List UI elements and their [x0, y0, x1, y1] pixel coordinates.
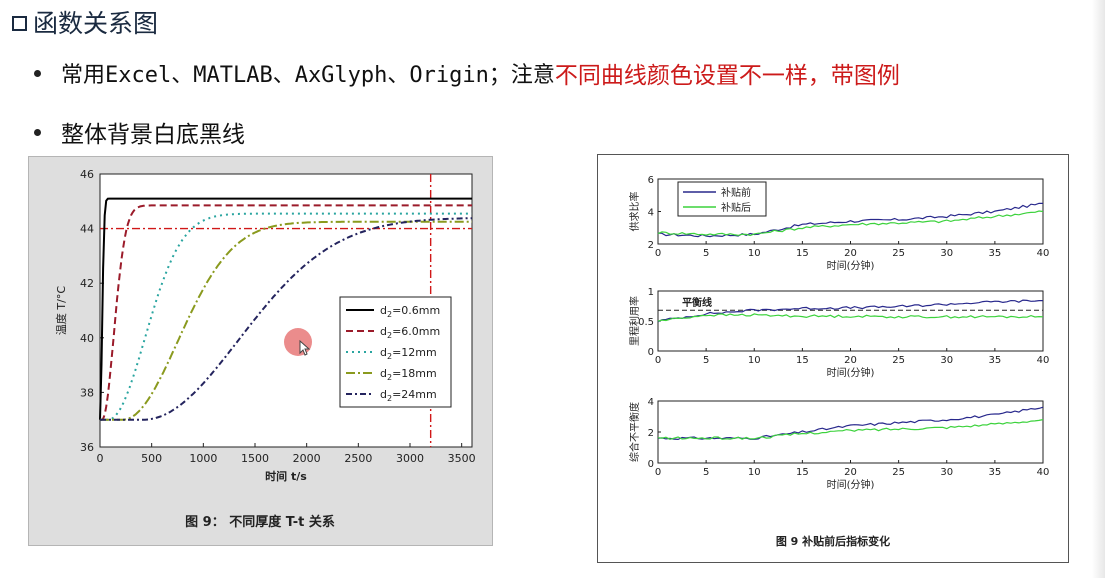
- x-tick-label: 15: [796, 467, 809, 478]
- temperature-chart-svg: 0 500 1000 1500 2000 2500 3000 3500 36 38 40 42 44 46…: [54, 168, 476, 530]
- y-axis-label: 温度 T/°C: [54, 286, 68, 335]
- bullet-text-normal: 常用Excel、MATLAB、AxGlyph、Origin；注意: [61, 63, 555, 88]
- cursor-overlay: [284, 328, 312, 356]
- slide-title: 函数关系图: [12, 4, 158, 40]
- series-line: [657, 210, 1044, 237]
- x-tick-label: 20: [844, 355, 857, 366]
- x-tick-label: 35: [989, 248, 1002, 259]
- y-tick-label: 0: [648, 347, 654, 358]
- legend-box: [677, 181, 767, 217]
- legend-entry: d2=24mm: [380, 388, 437, 403]
- x-tick-label: 30: [940, 467, 953, 478]
- x-axis-label: 时间(分钟): [827, 478, 875, 491]
- x-tick-label: 5: [703, 467, 709, 478]
- figure-subsidy-indicators: 0 5 10 15 20 25 30 35 40 2 4 6 时间(分钟) 供求比率 补贴前 补贴后 0 5 10 1…: [597, 154, 1069, 563]
- figure-temperature-time: 0 500 1000 1500 2000 2500 3000 3500 36 38 40 42 44 46…: [28, 156, 493, 546]
- x-tick-label: 2000: [293, 452, 321, 465]
- bullet-dot-icon: [34, 128, 41, 136]
- y-tick-label: 46: [80, 168, 94, 181]
- x-tick-label: 0: [655, 248, 661, 259]
- series-line: [100, 217, 472, 421]
- x-tick-label: 3000: [396, 452, 424, 465]
- series-line: [657, 313, 1044, 322]
- x-tick-label: 10: [748, 467, 761, 478]
- y-tick-label: 4: [648, 397, 654, 408]
- x-tick-label: 1500: [241, 452, 269, 465]
- x-tick-label: 10: [748, 355, 761, 366]
- y-tick-label: 6: [648, 175, 654, 186]
- x-tick-label: 15: [796, 248, 809, 259]
- panel-plot-area: [657, 400, 1044, 464]
- x-tick-label: 2500: [344, 452, 372, 465]
- y-axis-label: 供求比率: [628, 192, 641, 232]
- legend-entry: d2=0.6mm: [380, 304, 440, 319]
- panel-plot-area: [657, 290, 1044, 352]
- x-tick-label: 500: [141, 452, 162, 465]
- x-tick-label: 25: [892, 467, 905, 478]
- x-tick-label: 0: [655, 355, 661, 366]
- bullet-item-tools: 常用Excel、MATLAB、AxGlyph、Origin；注意 不同曲线颜色设…: [34, 56, 900, 90]
- x-tick-label: 25: [892, 355, 905, 366]
- x-tick-label: 40: [1037, 467, 1050, 478]
- y-tick-label: 2: [648, 240, 654, 251]
- x-tick-label: 15: [796, 355, 809, 366]
- figure-caption: 图 9： 不同厚度 T-t 关系: [185, 514, 335, 530]
- y-tick-label: 1: [648, 287, 654, 298]
- balance-reference-label: 平衡线: [682, 296, 712, 309]
- x-axis-label: 时间(分钟): [827, 259, 875, 272]
- x-tick-label: 0: [97, 452, 104, 465]
- y-tick-label: 42: [80, 277, 94, 290]
- y-tick-label: 2: [648, 428, 654, 439]
- x-tick-label: 3500: [448, 452, 476, 465]
- series-line: [99, 197, 472, 420]
- y-tick-label: 36: [80, 441, 94, 454]
- legend-entry: 补贴前: [721, 186, 751, 199]
- slide-title-text: 函数关系图: [33, 9, 159, 38]
- x-tick-label: 20: [844, 467, 857, 478]
- checkbox-bullet-icon: [12, 15, 27, 31]
- y-axis-label: 综合不平衡度: [628, 402, 641, 462]
- slide-edge-shadow: [1092, 0, 1105, 578]
- y-axis-label: 里程利用率: [628, 296, 641, 346]
- y-tick-label: 44: [80, 223, 94, 236]
- x-tick-label: 10: [748, 248, 761, 259]
- y-tick-label: 38: [80, 386, 94, 399]
- y-tick-label: 0: [648, 459, 654, 470]
- x-tick-label: 35: [989, 467, 1002, 478]
- x-tick-label: 5: [703, 355, 709, 366]
- series-line: [100, 204, 472, 421]
- legend-entry: 补贴后: [721, 201, 751, 214]
- x-tick-label: 0: [655, 467, 661, 478]
- x-tick-label: 20: [844, 248, 857, 259]
- x-tick-label: 5: [703, 248, 709, 259]
- x-tick-label: 40: [1037, 355, 1050, 366]
- y-tick-label: 4: [648, 208, 654, 219]
- cursor-highlight-circle: [284, 328, 312, 356]
- x-tick-label: 1000: [189, 452, 217, 465]
- bullet-dot-icon: [34, 69, 41, 77]
- y-tick-label: 0.5: [638, 317, 654, 328]
- legend-entry: d2=6.0mm: [380, 325, 440, 340]
- x-axis-label: 时间 t/s: [265, 469, 307, 483]
- mouse-pointer-icon: [299, 339, 311, 356]
- series-line: [100, 212, 472, 421]
- series-line: [657, 419, 1044, 440]
- x-tick-label: 30: [940, 248, 953, 259]
- x-tick-label: 40: [1037, 248, 1050, 259]
- bullet-text-background: 整体背景白底黑线: [61, 122, 245, 148]
- x-tick-label: 25: [892, 248, 905, 259]
- x-axis-label: 时间(分钟): [827, 366, 875, 379]
- bullet-item-background: 整体背景白底黑线: [34, 115, 245, 149]
- bullet-text-highlight: 不同曲线颜色设置不一样，带图例: [554, 63, 900, 89]
- x-tick-label: 35: [989, 355, 1002, 366]
- x-tick-label: 30: [940, 355, 953, 366]
- figure-caption: 图 9 补贴前后指标变化: [776, 534, 890, 548]
- legend-entry: d2=18mm: [380, 367, 437, 382]
- y-tick-label: 40: [80, 332, 94, 345]
- series-line: [657, 202, 1044, 238]
- legend-entry: d2=12mm: [380, 346, 437, 361]
